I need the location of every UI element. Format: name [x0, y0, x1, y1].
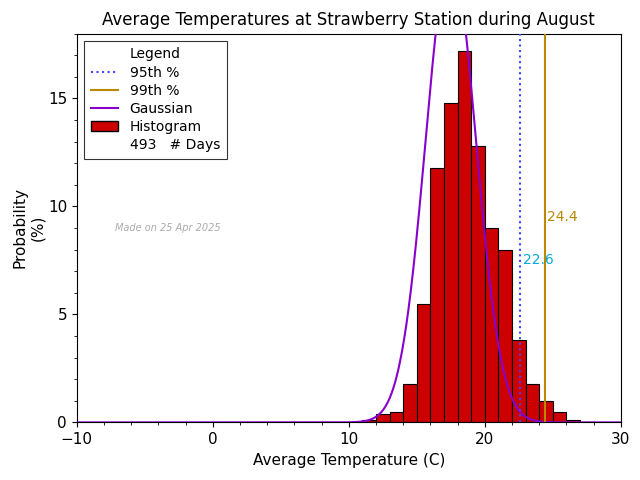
Bar [499, 250, 512, 422]
Bar [390, 412, 403, 422]
Title: Average Temperatures at Strawberry Station during August: Average Temperatures at Strawberry Stati… [102, 11, 595, 29]
Bar [540, 401, 553, 422]
Bar [512, 340, 525, 422]
Bar [417, 304, 431, 422]
X-axis label: Average Temperature (C): Average Temperature (C) [253, 453, 445, 468]
Bar [362, 420, 376, 422]
Bar [458, 51, 471, 422]
Bar [566, 420, 580, 422]
Bar [403, 384, 417, 422]
Bar [525, 384, 540, 422]
Text: Made on 25 Apr 2025: Made on 25 Apr 2025 [115, 223, 221, 233]
Bar [553, 412, 566, 422]
Bar [485, 228, 499, 422]
Bar [431, 168, 444, 422]
Text: 24.4: 24.4 [547, 210, 578, 224]
Text: 22.6: 22.6 [523, 253, 554, 267]
Legend: 95th %, 99th %, Gaussian, Histogram, 493   # Days: 95th %, 99th %, Gaussian, Histogram, 493… [84, 40, 227, 159]
Bar [471, 146, 485, 422]
Bar [376, 414, 390, 422]
Y-axis label: Probability
(%): Probability (%) [13, 188, 45, 268]
Bar [444, 103, 458, 422]
